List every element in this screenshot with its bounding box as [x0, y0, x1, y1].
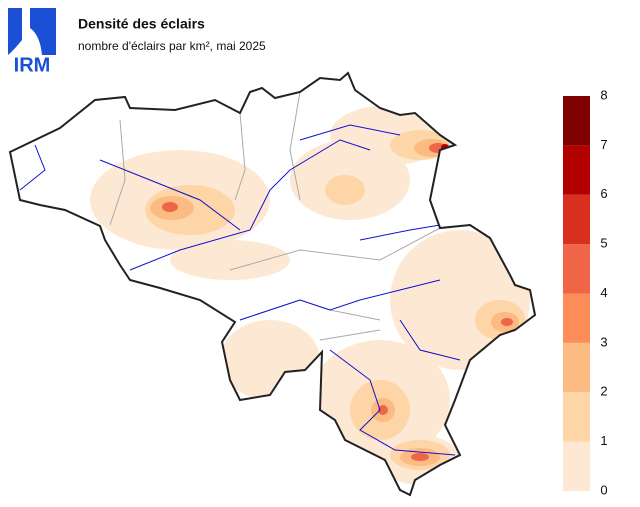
legend-tick-label: 2 [600, 384, 607, 399]
title: Densité des éclairs [78, 16, 205, 32]
legend-bin [563, 293, 590, 343]
legend-bin [563, 441, 590, 491]
province-borders [109, 91, 441, 341]
legend: 0 1 2 3 4 5 6 7 8 [563, 87, 608, 497]
legend-bin [563, 194, 590, 245]
legend-tick-label: 4 [600, 285, 607, 300]
legend-bin [563, 392, 590, 442]
logo-shape [8, 8, 56, 55]
density-field [10, 73, 535, 495]
rivers [19, 124, 461, 456]
legend-tick-label: 6 [600, 186, 607, 201]
subtitle: nombre d'éclairs par km², mai 2025 [78, 39, 266, 53]
legend-tick-label: 7 [600, 137, 607, 152]
logo: IRM [8, 8, 56, 76]
logo-text: IRM [14, 54, 51, 76]
legend-bin [563, 145, 590, 195]
legend-tick-label: 3 [600, 334, 607, 349]
legend-tick-label: 1 [600, 433, 607, 448]
legend-bin [563, 244, 590, 294]
legend-bin [563, 342, 590, 393]
legend-tick-label: 0 [600, 482, 607, 497]
legend-bin [563, 96, 590, 146]
legend-tick-label: 8 [600, 87, 607, 102]
legend-tick-label: 5 [600, 236, 607, 251]
